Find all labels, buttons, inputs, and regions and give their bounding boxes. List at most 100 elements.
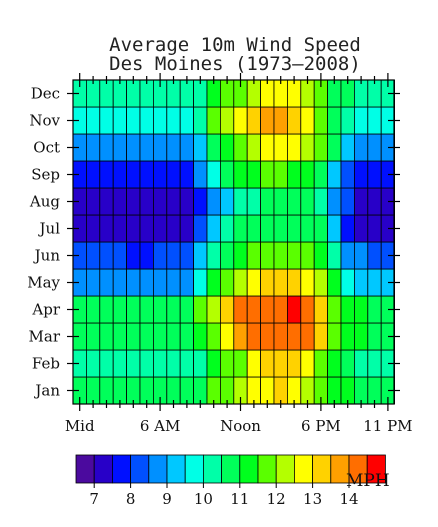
heatmap-cell [152,241,168,270]
heatmap-cell [86,322,101,351]
heatmap-cell [286,241,302,270]
heatmap-cell [327,160,342,189]
heatmap-cell [166,133,181,162]
heatmap-cell [286,295,302,324]
heatmap-cell [246,160,261,189]
heatmap-cell [179,79,194,108]
heatmap-cell [353,79,369,108]
heatmap-cell [126,322,141,351]
heatmap-cell [273,322,288,351]
colorbar-swatch [148,454,168,484]
heatmap-cell [139,214,154,243]
heatmap-cell [86,106,101,135]
colorbar-swatch [221,454,241,484]
y-tick-label: Mar [29,328,61,346]
heatmap-cell [327,268,342,297]
heatmap-cell [139,295,154,324]
colorbar-tick-label: 9 [162,490,172,508]
heatmap-cell [260,106,275,135]
heatmap-cell [340,79,355,108]
heatmap-cell [233,268,248,297]
heatmap-cell [286,79,302,108]
heatmap-cell [206,79,221,108]
heatmap-cell [273,295,288,324]
heatmap-cell [300,268,315,297]
y-tick-label: May [27,274,60,292]
heatmap-cell [193,79,208,108]
heatmap-cell [340,214,355,243]
heatmap-cell [99,376,114,405]
heatmap-cell [313,349,329,378]
heatmap-cell [139,187,154,216]
heatmap-cell [219,160,235,189]
colorbar-tick-label: 11 [230,490,249,508]
heatmap-cell [99,133,114,162]
heatmap-cell [260,133,275,162]
heatmap-cell [313,268,329,297]
heatmap-cell [273,376,288,405]
heatmap-cell [367,79,382,108]
colorbar-swatch [184,454,204,484]
heatmap-cell [166,79,181,108]
heatmap-cell [179,376,194,405]
y-tick-label: Feb [32,355,60,373]
heatmap-cell [219,376,235,405]
heatmap-cell [260,214,275,243]
heatmap-cell [246,214,261,243]
heatmap-cell [367,241,382,270]
heatmap-cell [353,268,369,297]
heatmap-cell [139,268,154,297]
heatmap-cell [206,322,221,351]
heatmap-cell [193,214,208,243]
heatmap-cell [273,187,288,216]
y-tick-label: Apr [31,301,60,319]
colorbar-swatch [293,454,313,484]
colorbar-swatch [257,454,277,484]
heatmap-cell [112,322,127,351]
heatmap-cell [286,349,302,378]
heatmap-cell [340,133,355,162]
heatmap-cell [327,241,342,270]
heatmap-cell [193,295,208,324]
heatmap-cell [219,268,235,297]
heatmap-cell [260,160,275,189]
heatmap-cell [327,322,342,351]
heatmap-cell [179,268,194,297]
heatmap-cell [112,376,127,405]
heatmap-cell [286,187,302,216]
heatmap-cell [313,160,329,189]
heatmap-cell [179,187,194,216]
heatmap-cell [327,295,342,324]
heatmap-cell [367,160,382,189]
heatmap-cell [152,268,168,297]
heatmap-cell [179,133,194,162]
heatmap-cell [340,241,355,270]
colorbar-tick-label: 8 [126,490,136,508]
heatmap-cell [139,79,154,108]
heatmap-cell [166,349,181,378]
heatmap-cell [273,214,288,243]
heatmap-cell [260,295,275,324]
heatmap-cell [340,349,355,378]
heatmap-cell [367,214,382,243]
colorbar-tick-label: 7 [89,490,99,508]
heatmap-cell [260,349,275,378]
x-tick-label: 6 PM [301,417,341,435]
heatmap-cell [219,133,235,162]
heatmap-cell [99,187,114,216]
heatmap-cell [367,106,382,135]
heatmap-cell [353,214,369,243]
heatmap-cell [206,133,221,162]
heatmap-cell [233,133,248,162]
heatmap-cell [233,106,248,135]
heatmap-cell [126,214,141,243]
heatmap-cell [340,187,355,216]
heatmap-cell [260,322,275,351]
heatmap-cell [273,160,288,189]
heatmap-cell [112,295,127,324]
colorbar: 7 8 9 10 11 12 13 14 [75,454,386,508]
heatmap-cell [367,268,382,297]
heatmap-cell [286,160,302,189]
heatmap-cell [367,322,382,351]
